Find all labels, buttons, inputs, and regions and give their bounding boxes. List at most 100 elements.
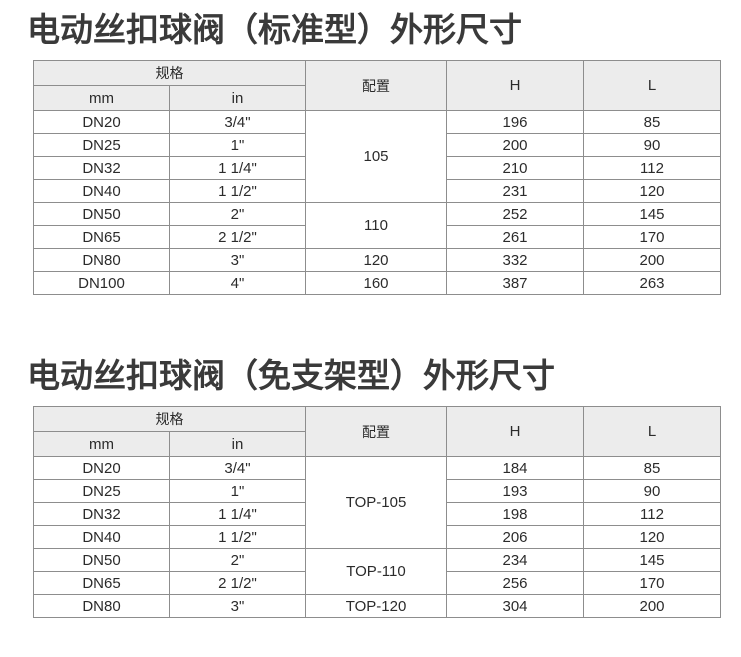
cell-size-in: 1 1/2" — [169, 525, 306, 549]
cell-l: 112 — [583, 502, 721, 526]
cell-size-mm: DN50 — [33, 202, 170, 226]
cell-l: 200 — [583, 248, 721, 272]
table-header-row-units: mm in — [33, 431, 721, 457]
cell-size-mm: DN80 — [33, 248, 170, 272]
table-body: DN20 3/4" TOP-105 184 85 DN25 1" 193 90 DN32 1 1/4… — [33, 456, 721, 618]
cell-h: 234 — [446, 548, 584, 572]
page-title-bracketless: 电动丝扣球阀（免支架型）外形尺寸 — [27, 356, 555, 395]
cell-size-mm: DN32 — [33, 156, 170, 180]
cell-size-in: 3" — [169, 248, 306, 272]
cell-size-mm: DN40 — [33, 179, 170, 203]
header-h: H — [446, 60, 584, 111]
header-mm: mm — [33, 85, 170, 111]
dimensions-table-bracketless: 规格 配置 H L mm in DN20 3/4" TOP-105 184 85 DN25… — [33, 406, 721, 618]
cell-size-in: 3/4" — [169, 456, 306, 480]
cell-size-in: 1 1/4" — [169, 502, 306, 526]
table-row: DN40 1 1/2" 206 120 — [33, 525, 721, 549]
table-header: 规格 配置 H L mm in — [33, 406, 721, 457]
table-row: DN40 1 1/2" 231 120 — [33, 179, 721, 203]
cell-size-in: 1" — [169, 133, 306, 157]
cell-h: 206 — [446, 525, 584, 549]
table-row: DN65 2 1/2" 261 170 — [33, 225, 721, 249]
cell-h: 198 — [446, 502, 584, 526]
cell-l: 200 — [583, 594, 721, 618]
header-in: in — [169, 85, 306, 111]
cell-size-in: 1" — [169, 479, 306, 503]
table-header-row-units: mm in — [33, 85, 721, 111]
cell-size-mm: DN20 — [33, 110, 170, 134]
cell-size-mm: DN32 — [33, 502, 170, 526]
cell-size-in: 3" — [169, 594, 306, 618]
cell-l: 145 — [583, 202, 721, 226]
page-title-standard: 电动丝扣球阀（标准型）外形尺寸 — [27, 10, 522, 49]
table-row: DN65 2 1/2" 256 170 — [33, 571, 721, 595]
header-l: L — [583, 60, 721, 111]
cell-l: 120 — [583, 525, 721, 549]
cell-l: 90 — [583, 479, 721, 503]
cell-l: 145 — [583, 548, 721, 572]
table-row: DN20 3/4" TOP-105 184 85 — [33, 456, 721, 549]
cell-size-in: 1 1/4" — [169, 156, 306, 180]
table-row: DN50 2" 110 252 145 — [33, 202, 721, 249]
cell-h: 261 — [446, 225, 584, 249]
section-standard-dimensions: 电动丝扣球阀（标准型）外形尺寸 规格 配置 H L mm in DN20 3/4"… — [0, 0, 741, 295]
table-row: DN32 1 1/4" 198 112 — [33, 502, 721, 526]
section-bracketless-dimensions: 电动丝扣球阀（免支架型）外形尺寸 规格 配置 H L mm in DN20 3/4… — [0, 346, 741, 618]
cell-size-mm: DN65 — [33, 225, 170, 249]
cell-size-in: 2 1/2" — [169, 571, 306, 595]
cell-l: 263 — [583, 271, 721, 295]
cell-l: 170 — [583, 571, 721, 595]
cell-size-in: 3/4" — [169, 110, 306, 134]
header-in: in — [169, 431, 306, 457]
cell-size-in: 4" — [169, 271, 306, 295]
table-row: DN100 4" 160 387 263 — [33, 271, 721, 295]
cell-h: 210 — [446, 156, 584, 180]
cell-size-mm: DN65 — [33, 571, 170, 595]
table-row: DN50 2" TOP-110 234 145 — [33, 548, 721, 595]
table-header: 规格 配置 H L mm in — [33, 60, 721, 111]
header-config: 配置 — [305, 60, 447, 111]
cell-config: TOP-120 — [305, 594, 447, 618]
cell-h: 304 — [446, 594, 584, 618]
cell-config: 105 — [305, 110, 447, 203]
cell-config: 120 — [305, 248, 447, 272]
header-l: L — [583, 406, 721, 457]
cell-size-mm: DN25 — [33, 133, 170, 157]
cell-h: 252 — [446, 202, 584, 226]
cell-size-mm: DN25 — [33, 479, 170, 503]
cell-size-mm: DN100 — [33, 271, 170, 295]
header-spec-group: 规格 — [33, 406, 306, 432]
table-row: DN80 3" TOP-120 304 200 — [33, 594, 721, 618]
cell-l: 85 — [583, 456, 721, 480]
cell-config: TOP-110 — [305, 548, 447, 595]
cell-config: 110 — [305, 202, 447, 249]
cell-h: 184 — [446, 456, 584, 480]
table-header-row-group: 规格 配置 H L — [33, 406, 721, 457]
table-header-row-group: 规格 配置 H L — [33, 60, 721, 111]
cell-l: 112 — [583, 156, 721, 180]
cell-h: 332 — [446, 248, 584, 272]
cell-size-in: 1 1/2" — [169, 179, 306, 203]
cell-size-mm: DN50 — [33, 548, 170, 572]
cell-h: 256 — [446, 571, 584, 595]
table-row: DN25 1" 200 90 — [33, 133, 721, 157]
header-h: H — [446, 406, 584, 457]
cell-h: 231 — [446, 179, 584, 203]
cell-h: 196 — [446, 110, 584, 134]
cell-size-mm: DN80 — [33, 594, 170, 618]
table-row: DN20 3/4" 105 196 85 — [33, 110, 721, 203]
table-row: DN25 1" 193 90 — [33, 479, 721, 503]
header-spec-group: 规格 — [33, 60, 306, 86]
cell-l: 90 — [583, 133, 721, 157]
table-row: DN32 1 1/4" 210 112 — [33, 156, 721, 180]
cell-size-mm: DN40 — [33, 525, 170, 549]
cell-h: 200 — [446, 133, 584, 157]
cell-l: 120 — [583, 179, 721, 203]
table-row: DN80 3" 120 332 200 — [33, 248, 721, 272]
cell-size-in: 2" — [169, 548, 306, 572]
cell-size-in: 2" — [169, 202, 306, 226]
cell-size-mm: DN20 — [33, 456, 170, 480]
table-body: DN20 3/4" 105 196 85 DN25 1" 200 90 DN32 1 1/4" 210… — [33, 110, 721, 295]
cell-config: 160 — [305, 271, 447, 295]
header-mm: mm — [33, 431, 170, 457]
